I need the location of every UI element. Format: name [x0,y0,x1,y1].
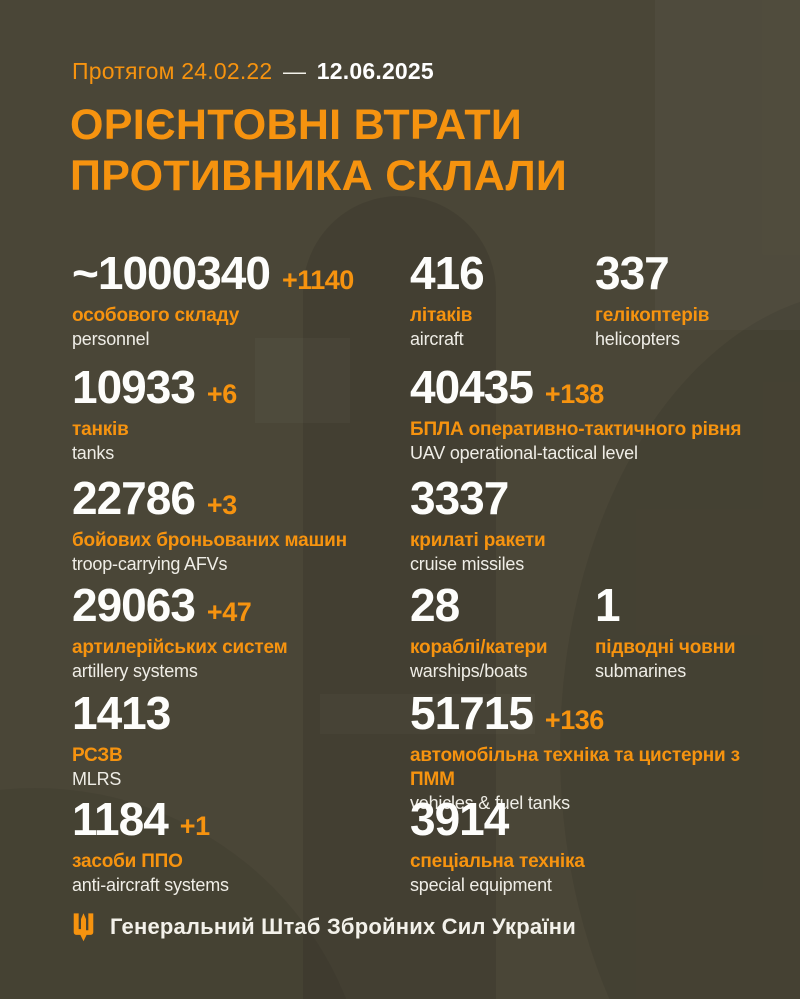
period-dash: — [283,58,307,84]
stat-value: 3914 [410,793,509,845]
stat-label-en: UAV operational-tactical level [410,442,638,463]
stat-warships: 28 кораблі/катери warships/boats [410,582,780,683]
stat-value: 1413 [72,687,171,739]
stat-afv: 22786 +3 бойових броньованих машин troop-… [72,475,407,576]
organization-name: Генеральний Штаб Збройних Сил України [110,914,576,939]
stat-value: 3337 [410,472,509,524]
stat-label-en: MLRS [72,768,122,789]
stat-label-en: vehicles & fuel tanks [410,792,570,813]
stat-label-en: special equipment [410,874,552,895]
stat-value: 1184 [72,793,169,845]
stat-label-en: submarines [595,660,687,681]
stat-label-en: troop-carrying AFVs [72,553,228,574]
page-title: ОРІЄНТОВНІ ВТРАТИ ПРОТИВНИКА СКЛАЛИ [70,100,567,201]
stat-delta: +6 [206,379,237,409]
stat-label-uk: автомобільна техніка та цистерни з ПММ [410,745,740,790]
page-title-line1: ОРІЄНТОВНІ ВТРАТИ [70,101,523,149]
stat-label-uk: танків [72,419,129,440]
stat-tanks: 10933 +6 танків tanks [72,364,407,465]
stat-delta: +136 [544,705,604,735]
stat-label-uk: РСЗВ [72,745,123,766]
stat-aircraft: 416 літаків aircraft [410,250,780,351]
stat-label-uk: БПЛА оперативно-тактичного рівня [410,419,742,440]
trident-icon [73,913,94,942]
report-date: 12.06.2025 [316,58,434,84]
stat-label-uk: засоби ППО [72,851,183,872]
stat-label-en: anti-aircraft systems [72,874,229,895]
stat-value: ~1000340 [72,247,271,299]
stat-label-uk: літаків [410,305,473,326]
stat-label-en: cruise missiles [410,553,525,574]
period-prefix: Протягом 24.02.22 [72,58,273,84]
stat-label-uk: гелікоптерів [595,305,710,326]
stat-submarines: 1 підводні човни submarines [595,582,800,683]
stat-value: 337 [595,247,670,299]
stat-delta: +47 [206,597,252,627]
period-line: Протягом 24.02.22 — 12.06.2025 [72,58,434,85]
stat-value: 10933 [72,361,196,413]
stat-cruise-missiles: 3337 крилаті ракети cruise missiles [410,475,780,576]
footer: Генеральний Штаб Збройних Сил України [72,912,576,942]
stat-label-uk: бойових броньованих машин [72,530,347,551]
stat-special-equipment: 3914 спеціальна техніка special equipmen… [410,796,780,897]
stat-value: 40435 [410,361,534,413]
stat-label-uk: підводні човни [595,637,736,658]
stat-delta: +1 [179,811,210,841]
stat-delta: +138 [544,379,604,409]
stat-value: 51715 [410,687,534,739]
stat-value: 1 [595,579,621,631]
stat-label-en: artillery systems [72,660,198,681]
stat-value: 28 [410,579,460,631]
stat-label-en: helicopters [595,328,680,349]
page-title-line2: ПРОТИВНИКА СКЛАЛИ [70,151,568,200]
stat-label-en: personnel [72,328,150,349]
stat-label-uk: артилерійських систем [72,637,288,658]
stat-value: 416 [410,247,485,299]
stat-label-uk: особового складу [72,305,240,326]
stat-label-uk: спеціальна техніка [410,851,585,872]
stat-vehicles: 51715 +136 автомобільна техніка та цистер… [410,690,780,815]
stat-delta: +3 [206,490,237,520]
stat-mlrs: 1413 РСЗВ MLRS [72,690,407,791]
stat-label-en: warships/boats [410,660,528,681]
stat-uav: 40435 +138 БПЛА оперативно-тактичного рів… [410,364,780,465]
stat-personnel: ~1000340 +1140 особового складу personnel [72,250,407,351]
stat-label-uk: крилаті ракети [410,530,546,551]
stat-delta: +1140 [281,265,354,295]
stat-artillery: 29063 +47 артилерійських систем artillery… [72,582,407,683]
stat-value: 29063 [72,579,196,631]
stat-label-en: aircraft [410,328,464,349]
stat-label-uk: кораблі/катери [410,637,548,658]
stat-helicopters: 337 гелікоптерів helicopters [595,250,800,351]
stat-value: 22786 [72,472,196,524]
stat-label-en: tanks [72,442,115,463]
stat-anti-aircraft: 1184 +1 засоби ППО anti-aircraft systems [72,796,407,897]
